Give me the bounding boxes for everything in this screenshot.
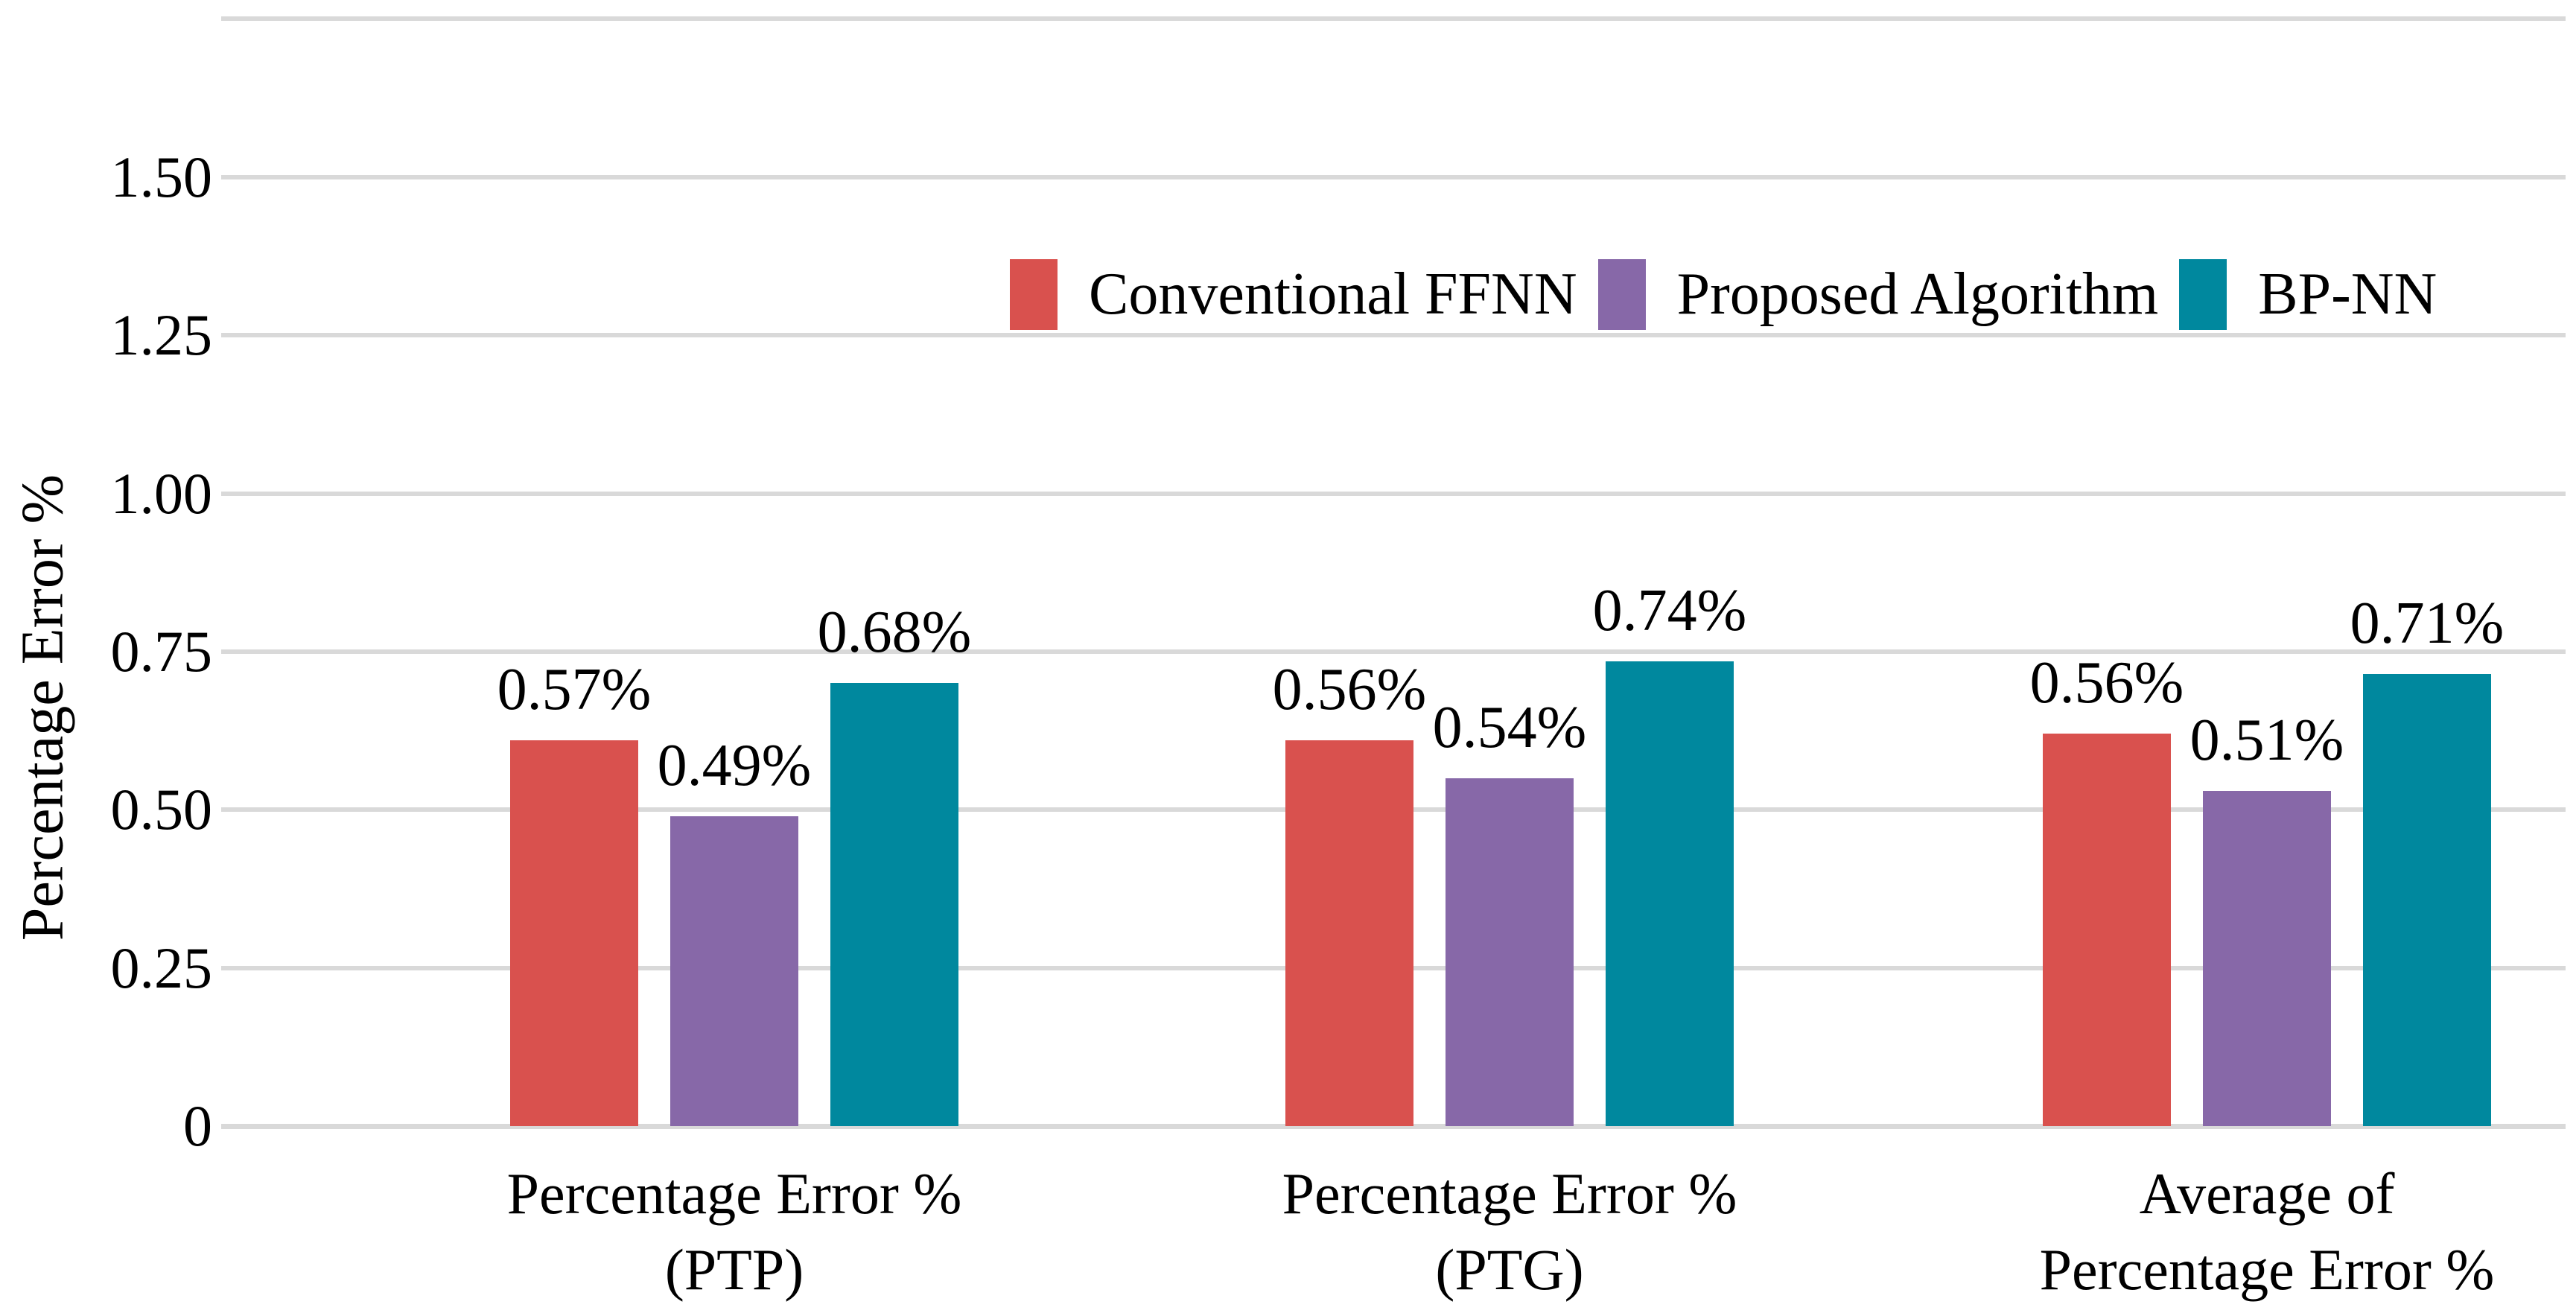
bar-value-label: 0.49% [657, 733, 812, 798]
bar-value-label: 0.54% [1432, 695, 1587, 760]
gridline-1 [221, 492, 2566, 496]
bar-bp-nn-group-1 [830, 683, 958, 1126]
bar-value-label: 0.57% [497, 657, 652, 722]
legend-swatch-teal [2179, 259, 2227, 330]
y-tick-label: 1.50 [110, 144, 213, 209]
legend-label: Proposed Algorithm [1676, 261, 2159, 327]
bar-value-label: 0.51% [2189, 708, 2344, 773]
bar-bp-nn-group-2 [1606, 661, 1734, 1126]
bar-conventional-ffnn-group-1 [510, 740, 638, 1126]
legend-label: Conventional FFNN [1089, 261, 1577, 327]
x-category-label-line1: Percentage Error % [506, 1161, 962, 1226]
bar-value-label: 0.68% [817, 600, 972, 665]
y-tick-label: 0.50 [110, 777, 213, 842]
bar-value-label: 0.56% [1272, 657, 1427, 722]
legend-swatch-red [1010, 259, 1058, 330]
y-tick-label: 0.25 [110, 935, 213, 1000]
legend-swatch-purple [1597, 259, 1646, 330]
bar-proposed-algorithm-group-2 [1446, 778, 1574, 1126]
x-category-label-line1: Average of [2139, 1161, 2395, 1226]
y-tick-label: 1.25 [110, 302, 213, 367]
x-category-label-line2: (PTG) [1435, 1237, 1584, 1302]
y-tick-label: 0.75 [110, 619, 213, 684]
gridline-1.25 [221, 333, 2566, 337]
legend-label: BP-NN [2258, 261, 2437, 327]
y-tick-label: 1.00 [110, 461, 213, 526]
legend: Conventional FFNN Proposed Algorithm BP-… [1010, 259, 2437, 330]
x-category-label-line1: Percentage Error % [1282, 1161, 1737, 1226]
x-category-label-3: Average of Percentage Error % [1783, 1156, 2576, 1308]
legend-item-proposed-algorithm: Proposed Algorithm [1597, 259, 2180, 330]
bar-bp-nn-group-3 [2363, 674, 2491, 1126]
x-category-label-line2: (PTP) [664, 1237, 804, 1302]
legend-item-conventional-ffnn: Conventional FFNN [1010, 259, 1598, 330]
x-category-label-1: Percentage Error % (PTP) [250, 1156, 1218, 1308]
bar-value-label: 0.56% [2029, 650, 2184, 716]
gridline-1.75 [221, 16, 2566, 21]
y-axis-title: Percentage Error % [10, 474, 76, 941]
gridline-0.75 [221, 649, 2566, 654]
gridline-0 [221, 1124, 2566, 1129]
gridline-1.5 [221, 175, 2566, 179]
x-category-label-2: Percentage Error % (PTG) [1025, 1156, 1994, 1308]
bar-proposed-algorithm-group-1 [670, 816, 798, 1126]
legend-item-bp-nn: BP-NN [2179, 259, 2437, 330]
bar-proposed-algorithm-group-3 [2203, 791, 2331, 1126]
bar-conventional-ffnn-group-3 [2043, 734, 2171, 1126]
bar-value-label: 0.74% [1592, 578, 1747, 643]
y-tick-label: 0 [183, 1093, 212, 1158]
bar-value-label: 0.71% [2350, 591, 2505, 656]
x-category-label-line2: Percentage Error % [2039, 1237, 2495, 1302]
bar-conventional-ffnn-group-2 [1285, 740, 1413, 1126]
